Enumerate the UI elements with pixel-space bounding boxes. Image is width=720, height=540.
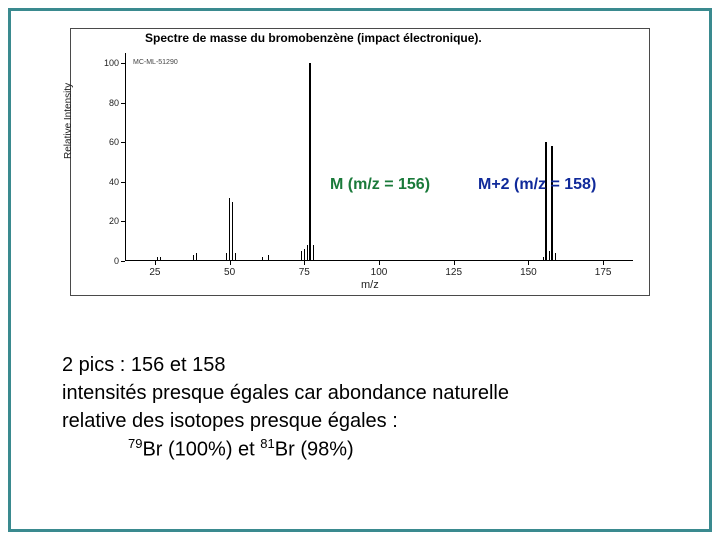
y-tick (121, 63, 125, 64)
caption-line-1: 2 pics : 156 et 158 (62, 352, 225, 379)
spectrum-peak (545, 142, 547, 261)
spectrum-legend: MC-ML-51290 (133, 59, 178, 66)
spectrum-peak (309, 63, 311, 261)
y-tick-label: 0 (89, 256, 119, 266)
isotope-2-sup: 81 (260, 436, 274, 451)
spectrum-peak (313, 245, 314, 261)
x-tick (603, 261, 604, 265)
y-tick (121, 261, 125, 262)
spectrum-peak (262, 257, 263, 261)
x-tick (454, 261, 455, 265)
spectrum-peak (307, 245, 308, 261)
x-tick-label: 175 (595, 267, 612, 278)
y-tick-label: 60 (89, 137, 119, 147)
isotope-2: Br (98%) (275, 439, 354, 461)
spectrum-peak (160, 257, 161, 261)
spectrum-peak (304, 249, 305, 261)
y-axis-label: Relative Intensity (63, 83, 74, 159)
y-tick-label: 40 (89, 177, 119, 187)
isotope-line: 79Br (100%) et 81Br (98%) (128, 436, 354, 462)
y-tick-label: 20 (89, 216, 119, 226)
spectrum-peak (232, 202, 233, 261)
spectrum-peak (226, 253, 227, 261)
x-tick-label: 150 (520, 267, 537, 278)
spectrum-peak (157, 257, 158, 261)
x-tick-label: 125 (445, 267, 462, 278)
y-tick-label: 80 (89, 98, 119, 108)
x-axis-label: m/z (361, 279, 379, 291)
spectrum-peak (196, 253, 197, 261)
x-tick-label: 25 (149, 267, 160, 278)
x-tick (155, 261, 156, 265)
x-tick-label: 75 (299, 267, 310, 278)
isotope-1: Br (100%) (142, 439, 232, 461)
x-tick (304, 261, 305, 265)
spectrum-panel: Spectre de masse du bromobenzène (impact… (70, 28, 650, 296)
y-tick (121, 182, 125, 183)
isotope-sep: et (233, 439, 261, 461)
plot-area: MC-ML-51290 020406080100 255075100125150… (125, 53, 633, 261)
y-tick (121, 142, 125, 143)
caption-line-3: relative des isotopes presque égales : (62, 408, 398, 435)
spectrum-peak (543, 257, 544, 261)
spectrum-peak (193, 255, 194, 261)
x-tick (230, 261, 231, 265)
annotation-m2: M+2 (m/z = 158) (478, 176, 596, 194)
x-tick-label: 100 (371, 267, 388, 278)
spectrum-peak (555, 253, 556, 261)
x-tick (379, 261, 380, 265)
spectrum-peak (235, 253, 236, 261)
plot-axes (125, 53, 633, 261)
spectrum-peak (268, 255, 269, 261)
y-tick (121, 221, 125, 222)
spectrum-peak (549, 251, 550, 261)
x-tick (528, 261, 529, 265)
spectrum-peak (551, 146, 553, 261)
y-tick (121, 103, 125, 104)
x-tick-label: 50 (224, 267, 235, 278)
spectrum-title: Spectre de masse du bromobenzène (impact… (145, 31, 482, 45)
spectrum-peak (229, 198, 230, 261)
y-tick-label: 100 (89, 58, 119, 68)
isotope-1-sup: 79 (128, 436, 142, 451)
slide-frame-corner (8, 8, 42, 42)
annotation-m: M (m/z = 156) (330, 176, 430, 194)
caption-line-2: intensités presque égales car abondance … (62, 380, 509, 407)
spectrum-peak (301, 251, 302, 261)
